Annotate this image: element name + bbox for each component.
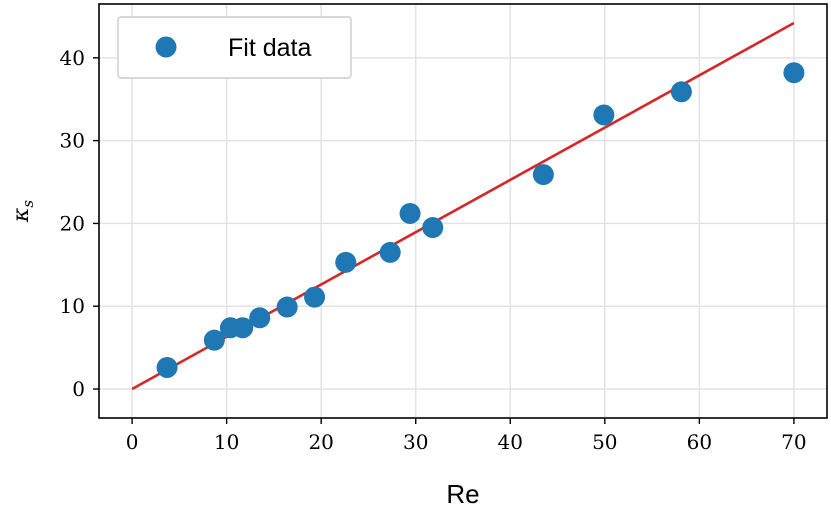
legend-label: Fit data [228,34,311,62]
x-tick-label: 20 [308,430,333,454]
y-axis-label: κs [9,200,37,223]
data-point [304,286,326,308]
data-point [379,241,401,263]
x-axis-ticks: 0 10 20 30 40 50 60 70 [126,418,807,454]
y-tick-label: 30 [60,129,85,153]
data-point [249,307,271,329]
data-point [399,202,421,224]
x-tick-label: 40 [498,430,523,454]
data-point [203,329,225,351]
data-point [276,296,298,318]
data-point [532,164,554,186]
y-tick-label: 10 [60,294,85,318]
data-point [783,62,805,84]
data-point [232,317,254,339]
data-point [593,104,615,126]
legend: Fit data [117,16,352,79]
grid [99,4,827,418]
y-axis-ticks: 0 10 20 30 40 [60,46,99,401]
y-axis-label-subscript: s [19,200,37,208]
data-point [422,217,444,239]
legend-box [117,16,352,79]
x-tick-label: 60 [687,430,712,454]
y-tick-label: 0 [72,377,85,401]
x-axis-label: Re [446,479,479,509]
fit-data-series [156,62,805,378]
y-tick-label: 40 [60,46,85,70]
y-tick-label: 20 [60,211,85,235]
x-tick-label: 10 [214,430,239,454]
x-tick-label: 0 [126,430,139,454]
y-axis-label-symbol: κ [9,207,34,223]
data-point [670,81,692,103]
plot-frame [98,3,828,419]
x-tick-label: 30 [403,430,428,454]
data-point [156,356,178,378]
legend-marker [155,36,177,58]
x-tick-label: 50 [592,430,617,454]
data-point [335,251,357,273]
x-tick-label: 70 [781,430,806,454]
